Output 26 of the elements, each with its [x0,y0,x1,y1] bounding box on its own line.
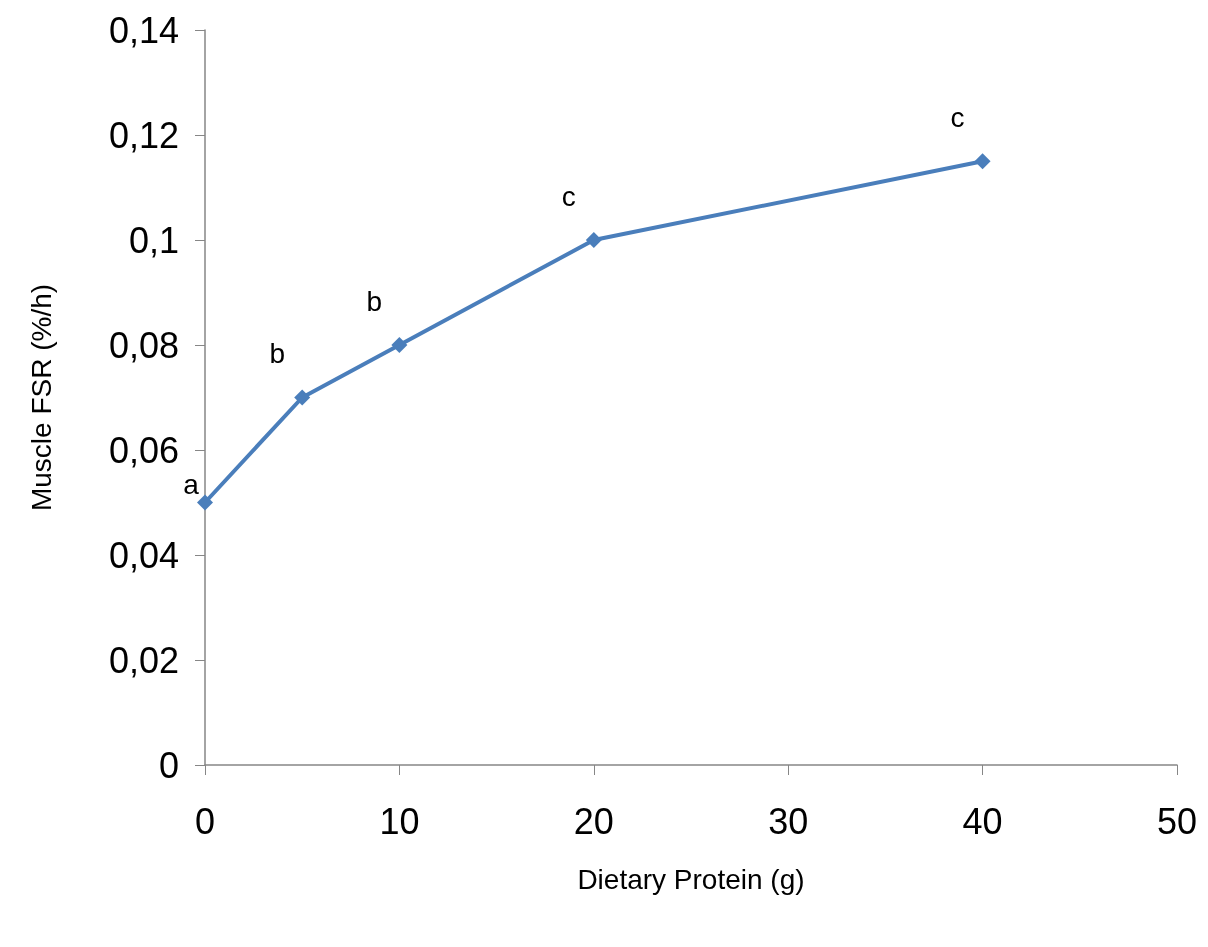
point [294,389,311,406]
y-tick-label: 0,02 [108,639,179,681]
annotation: c [950,101,965,133]
annotation: b [366,285,383,317]
annotation: c [561,180,576,212]
point [974,153,991,170]
x-tick-label: 50 [1156,800,1197,842]
y-axis-title: Muscle FSR (%/h) [25,283,57,512]
x-tick-label: 10 [379,800,420,842]
y-tick-label: 0,14 [108,9,179,51]
point [391,337,408,353]
annotation: a [183,469,200,500]
y-tick-label: 0,12 [108,114,179,156]
annotation: b [269,338,285,369]
x-tick-label: 0 [194,800,216,842]
x-axis-title: Dietary Protein (g) [577,863,805,895]
point [197,494,213,511]
y-tick-label: 0,04 [108,534,179,576]
y-tick-label: 0,08 [108,324,179,366]
y-tick-label: 0,06 [108,429,179,471]
y-tick-label: 0,1 [128,219,179,261]
y-tick-label: 0 [158,744,179,786]
x-tick-label: 20 [573,800,614,842]
x-tick-label: 40 [962,800,1003,842]
x-tick-label: 30 [768,800,809,842]
point [585,232,602,248]
